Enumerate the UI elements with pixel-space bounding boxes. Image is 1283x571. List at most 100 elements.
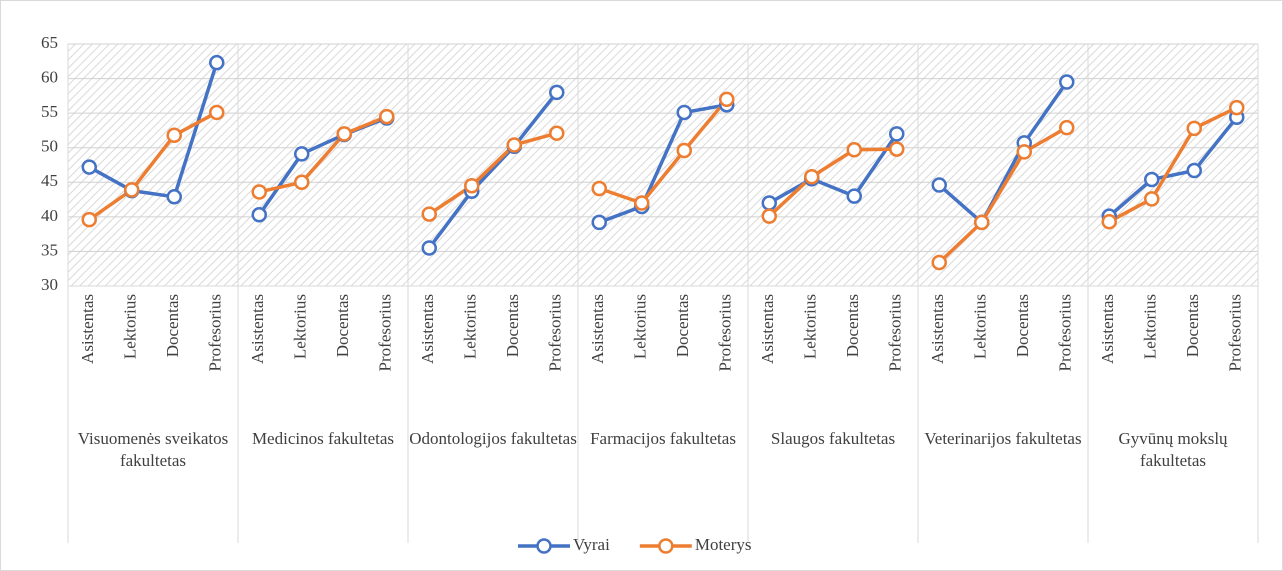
x-tick-label: Asistentas <box>758 294 777 364</box>
marker <box>591 180 607 197</box>
legend-label: Vyrai <box>573 535 610 554</box>
x-tick-label: Lektorius <box>971 294 990 359</box>
x-tick-label: Profesorius <box>1056 294 1075 371</box>
legend-marker <box>536 538 552 554</box>
series-line <box>258 114 388 194</box>
x-tick-label: Asistentas <box>248 294 267 364</box>
marker <box>676 104 692 121</box>
series-line <box>768 147 897 218</box>
series-line <box>938 81 1069 225</box>
series-line <box>598 103 728 225</box>
marker <box>889 141 905 157</box>
marker <box>1186 162 1202 179</box>
x-tick-label: Docentas <box>1013 294 1032 357</box>
marker <box>719 91 735 108</box>
y-tick-label: 55 <box>41 102 58 121</box>
marker <box>209 54 225 71</box>
marker <box>124 182 140 198</box>
marker <box>931 254 947 271</box>
marker <box>1016 144 1032 160</box>
marker <box>421 240 437 256</box>
x-tick-label: Lektorius <box>461 294 480 359</box>
x-tick-label: Lektorius <box>291 294 310 359</box>
x-tick-label: Asistentas <box>418 294 437 364</box>
legend-marker <box>658 538 674 554</box>
legend-label: Moterys <box>695 535 752 554</box>
series-line <box>427 91 559 250</box>
marker <box>1186 120 1202 137</box>
x-tick-label: Docentas <box>673 294 692 357</box>
marker <box>761 208 777 224</box>
y-tick-label: 60 <box>41 67 58 86</box>
group-label: Gyvūnų mokslų fakultetas <box>1118 429 1228 470</box>
marker <box>506 137 522 153</box>
x-tick-label: Profesorius <box>1226 294 1245 371</box>
series-line <box>88 62 219 199</box>
y-tick-label: 45 <box>41 171 58 190</box>
marker <box>421 206 437 222</box>
series-line <box>428 131 558 216</box>
x-tick-label: Docentas <box>163 294 182 357</box>
series-line <box>1108 106 1238 224</box>
x-tick-label: Profesorius <box>376 294 395 371</box>
x-tick-label: Lektorius <box>631 294 650 359</box>
x-tick-label: Asistentas <box>78 294 97 364</box>
group-label: Slaugos fakultetas <box>770 429 896 448</box>
group-label: Odontologijos fakultetas <box>409 429 577 448</box>
x-tick-label: Profesorius <box>886 294 905 371</box>
marker <box>464 177 480 194</box>
x-tick-label: Lektorius <box>801 294 820 359</box>
x-tick-label: Docentas <box>503 294 522 357</box>
marker <box>294 146 310 162</box>
marker <box>634 195 650 211</box>
y-tick-label: 30 <box>41 275 58 294</box>
marker <box>166 127 182 144</box>
marker <box>1229 99 1245 116</box>
y-tick-label: 50 <box>41 137 58 156</box>
x-tick-label: Docentas <box>843 294 862 357</box>
marker <box>379 108 395 125</box>
x-tick-label: Profesorius <box>716 294 735 371</box>
marker <box>889 126 905 142</box>
marker <box>251 184 267 200</box>
marker <box>846 188 862 204</box>
marker <box>931 177 947 193</box>
group-label: Medicinos fakultetas <box>251 429 395 448</box>
marker <box>1101 213 1117 230</box>
series-line <box>598 98 729 205</box>
x-tick-label: Asistentas <box>928 294 947 364</box>
marker <box>549 84 565 101</box>
x-tick-label: Asistentas <box>588 294 607 364</box>
series-line <box>88 110 218 222</box>
marker <box>846 142 862 158</box>
x-tick-label: Lektorius <box>1141 294 1160 359</box>
marker <box>81 211 97 228</box>
y-tick-label: 40 <box>41 206 58 225</box>
marker <box>294 174 310 191</box>
x-tick-label: Profesorius <box>206 294 225 371</box>
marker <box>549 125 565 141</box>
marker <box>974 214 990 231</box>
marker <box>804 169 820 185</box>
group-label: Veterinarijos fakultetas <box>924 429 1082 448</box>
marker <box>81 159 97 175</box>
series-line <box>1108 116 1239 218</box>
x-tick-label: Asistentas <box>1098 294 1117 364</box>
marker <box>336 126 352 142</box>
marker <box>166 189 182 205</box>
group-label: Visuomenės sveikatos fakultetas <box>77 429 229 470</box>
marker <box>1059 119 1075 136</box>
series-line <box>768 132 899 205</box>
group-label: Farmacijos fakultetas <box>590 429 736 448</box>
x-tick-label: Lektorius <box>121 294 140 359</box>
marker <box>1059 74 1075 90</box>
marker <box>209 104 225 121</box>
marker <box>251 207 267 223</box>
x-tick-label: Docentas <box>333 294 352 357</box>
x-tick-label: Profesorius <box>546 294 565 371</box>
x-tick-label: Docentas <box>1183 294 1202 357</box>
series-line <box>938 126 1068 264</box>
plot-area <box>68 44 1258 286</box>
